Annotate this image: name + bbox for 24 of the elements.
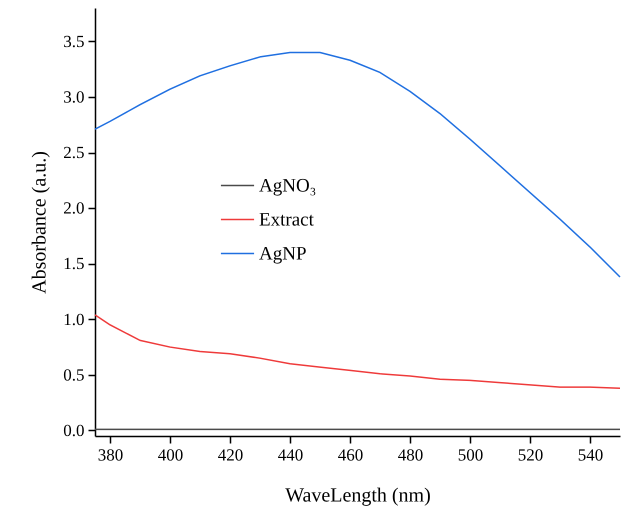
y-tick-label: 1.0 — [63, 310, 84, 329]
x-tick-label: 440 — [278, 446, 304, 464]
x-tick-label: 480 — [398, 446, 424, 464]
x-tick-label: 540 — [578, 446, 604, 464]
y-tick-label: 2.0 — [63, 198, 84, 218]
y-tick-label: 1.5 — [63, 254, 84, 274]
x-tick-label: 520 — [518, 446, 544, 464]
line-series — [94, 314, 621, 389]
y-tick-label: 0.5 — [63, 365, 84, 384]
line-series — [94, 52, 621, 278]
legend-label: Extract — [259, 210, 315, 230]
y-axis-title: Absorbance (a.u.) — [28, 151, 50, 294]
x-axis-title: WaveLength (nm) — [285, 484, 431, 506]
x-tick-label: 380 — [98, 446, 124, 464]
x-tick-label: 460 — [338, 446, 364, 464]
x-tick-label: 420 — [218, 446, 244, 464]
x-tick-label: 500 — [458, 446, 484, 464]
x-tick-label: 400 — [158, 446, 184, 464]
legend-label: AgNP — [259, 244, 307, 264]
legend-label: AgNO₃ — [259, 176, 316, 196]
y-tick-label: 2.5 — [63, 143, 84, 162]
y-tick-label: 3.0 — [63, 87, 84, 106]
y-tick-label: 0.0 — [63, 420, 84, 440]
y-tick-label: 3.5 — [63, 32, 84, 51]
